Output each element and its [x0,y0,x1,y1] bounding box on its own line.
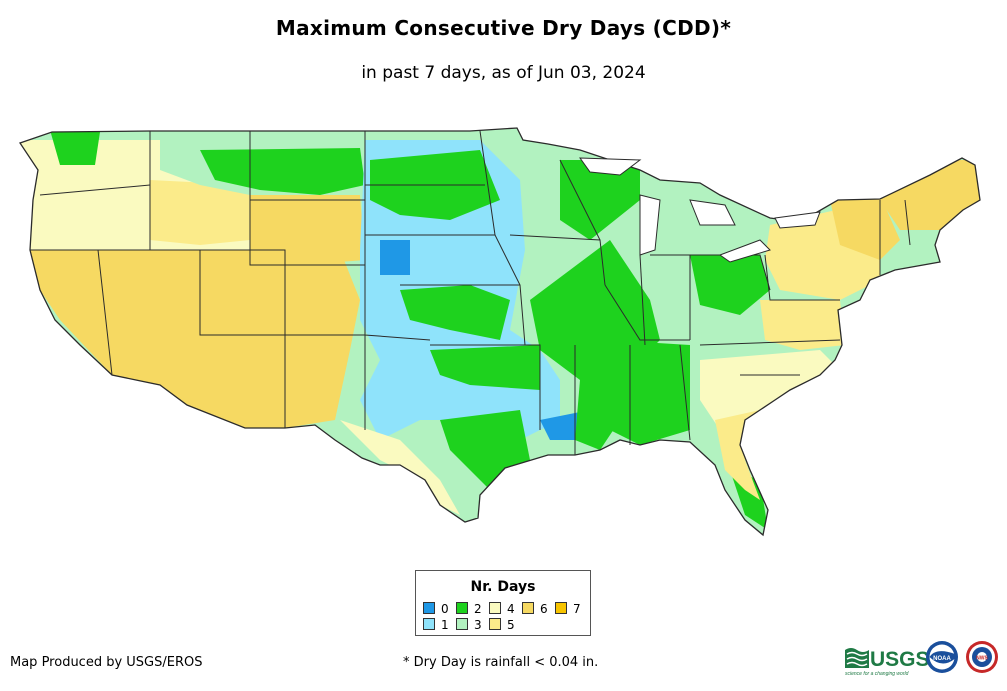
legend: Nr. Days 0 1 2 3 4 5 6 7 [415,570,591,636]
region-2d-alabama [610,340,690,445]
map-title: Maximum Consecutive Dry Days (CDD)* [275,16,732,40]
legend-item-4: 4 [489,602,515,616]
noaa-wordmark: NOAA [933,656,951,662]
legend-item-2: 2 [456,602,482,616]
legend-swatch-0 [423,602,435,614]
region-5d-idaho [150,180,250,245]
cdd-map [19,127,981,536]
lake-huron [689,199,736,226]
nws-logo: NWS [966,641,998,673]
footnote-text: * Dry Day is rainfall < 0.04 in. [403,655,599,670]
region-6d-southwest [28,250,360,428]
nws-wordmark: NWS [976,656,988,662]
region-6d-new-england [880,160,980,230]
region-2d-kansas [400,285,510,340]
legend-swatch-7 [555,602,567,614]
legend-item-3: 3 [456,618,482,632]
lake-ontario [774,211,821,229]
noaa-logo: NOAA [926,641,958,673]
usgs-tagline: science for a changing world [845,671,909,677]
region-6d-new-york [830,195,900,260]
legend-item-1: 1 [423,618,449,632]
credit-text: Map Produced by USGS/EROS [10,655,203,670]
legend-item-0: 0 [423,602,449,616]
lake-michigan [639,194,661,256]
region-6d-wyoming [250,195,365,265]
legend-swatch-1 [423,618,435,630]
region-2d-oklahoma [430,345,540,390]
agency-logos: USGS science for a changing world NOAA N… [845,641,998,677]
legend-swatch-3 [456,618,468,630]
legend-swatch-2 [456,602,468,614]
legend-item-7: 7 [555,602,581,616]
usgs-logo: USGS science for a changing world [845,648,930,677]
lake-superior [579,157,642,176]
great-lakes [579,157,821,263]
region-4d-carolinas [700,350,840,430]
map-subtitle: in past 7 days, as of Jun 03, 2024 [361,63,646,83]
region-2d-wisconsin [560,160,640,240]
legend-swatch-4 [489,602,501,614]
legend-swatch-6 [522,602,534,614]
region-2d-montana [200,148,365,195]
region-0d-nebraska [380,240,410,275]
region-2d-washington [50,130,100,165]
legend-item-6: 6 [522,602,548,616]
cdd-color-regions [20,130,980,530]
state-borders [19,127,981,536]
usgs-wordmark: USGS [870,648,930,671]
region-5d-virginia [760,300,845,350]
lake-erie [718,239,771,263]
legend-item-5: 5 [489,618,515,632]
legend-title: Nr. Days [470,579,536,595]
region-2d-ohio [690,255,770,315]
legend-swatch-5 [489,618,501,630]
